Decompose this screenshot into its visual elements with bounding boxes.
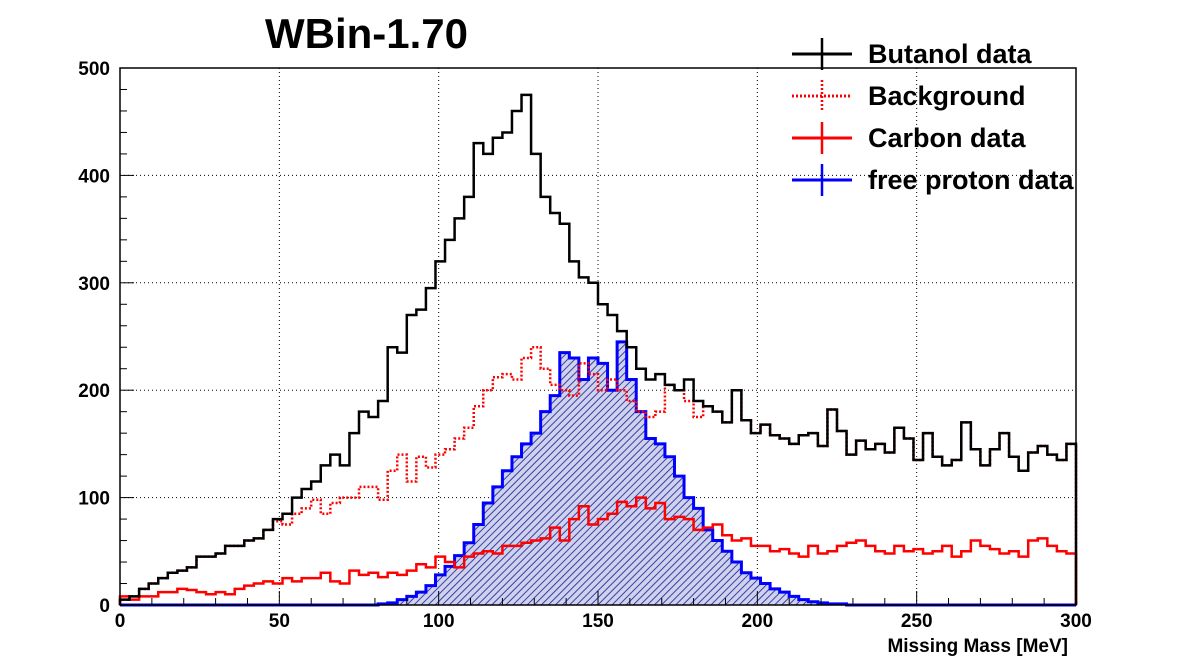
legend-background-label: Background	[868, 81, 1026, 111]
x-axis-title: Missing Mass [MeV]	[887, 636, 1068, 657]
grid-lines	[120, 68, 1076, 605]
legend-butanol-data: Butanol data	[792, 38, 1032, 70]
legend-carbon-data: Carbon data	[792, 122, 1027, 154]
y-tick-label: 100	[78, 489, 110, 510]
x-tick-label: 0	[115, 611, 126, 632]
y-tick-label: 0	[99, 596, 110, 617]
axes	[119, 67, 1077, 606]
histogram-series	[118, 93, 1078, 607]
x-tick-label: 100	[423, 611, 455, 632]
x-tick-label: 300	[1060, 611, 1092, 632]
legend-free-proton-data: free proton data	[792, 164, 1075, 196]
series-butanol-data-line	[118, 93, 1078, 605]
legend-background: Background	[792, 80, 1026, 112]
y-tick-label: 300	[78, 274, 110, 295]
y-tick-label: 200	[78, 381, 110, 402]
legend-butanol-data-label: Butanol data	[868, 39, 1032, 69]
series-carbon-data-line	[118, 496, 1078, 605]
legend-carbon-data-label: Carbon data	[868, 123, 1027, 153]
x-tick-label: 250	[901, 611, 933, 632]
legend: Butanol data Background Carbon data free pr…	[792, 38, 1075, 196]
y-tick-label: 400	[78, 166, 110, 187]
x-tick-label: 50	[269, 611, 290, 632]
series-free-proton-data-fill	[120, 341, 1076, 605]
x-tick-label: 200	[741, 611, 773, 632]
legend-free-proton-data-label: free proton data	[868, 165, 1075, 195]
tick-labels: 0 50 100 150 200 250 300 0 100 200 300 400 500	[78, 59, 1092, 632]
y-tick-label: 500	[78, 59, 110, 80]
x-tick-label: 150	[582, 611, 614, 632]
chart-title: WBin-1.70	[265, 10, 468, 57]
